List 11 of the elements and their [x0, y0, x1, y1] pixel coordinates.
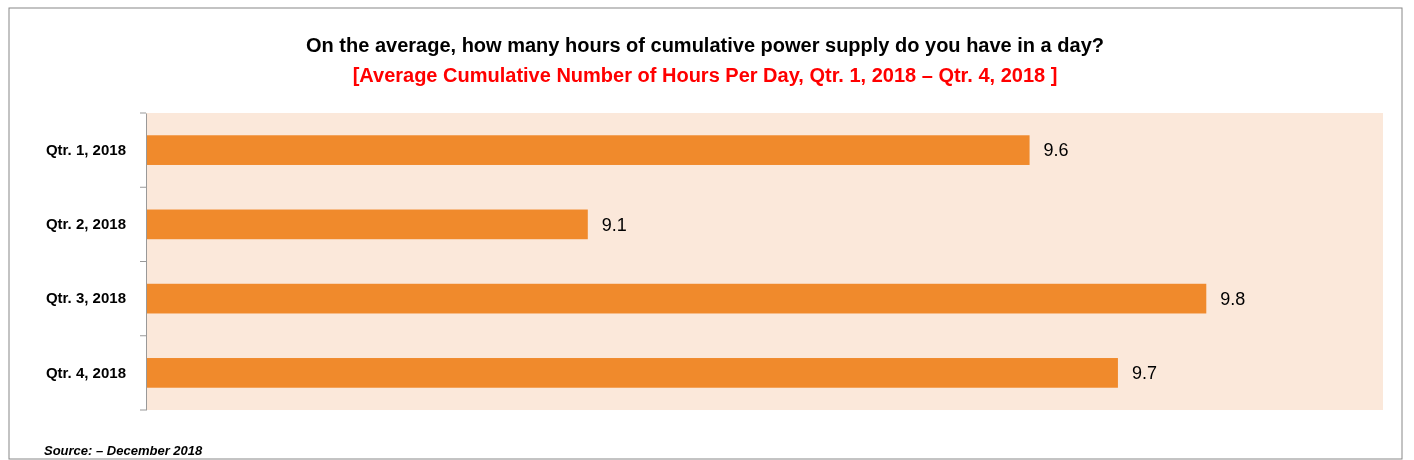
y-tick-label: Qtr. 4, 2018 — [45, 363, 126, 381]
y-tick-label: Qtr. 3, 2018 — [45, 289, 126, 307]
y-tick-label: Qtr. 1, 2018 — [45, 140, 126, 158]
chart-subtitle: [Average Cumulative Number of Hours Per Day, Qtr. 1, 2018 – Qtr. 4, 2018 ] — [352, 64, 1058, 86]
y-tick-label: Qtr. 2, 2018 — [45, 215, 126, 233]
chart-title: On the average, how many hours of cumulative power supply do you have in a day? — [306, 34, 1104, 56]
data-label: 9.7 — [1131, 363, 1157, 384]
data-label: 9.8 — [1220, 288, 1246, 309]
data-label: 9.1 — [601, 214, 627, 235]
data-label: 9.6 — [1043, 140, 1069, 161]
source-note: Source: – December 2018 — [44, 443, 204, 458]
